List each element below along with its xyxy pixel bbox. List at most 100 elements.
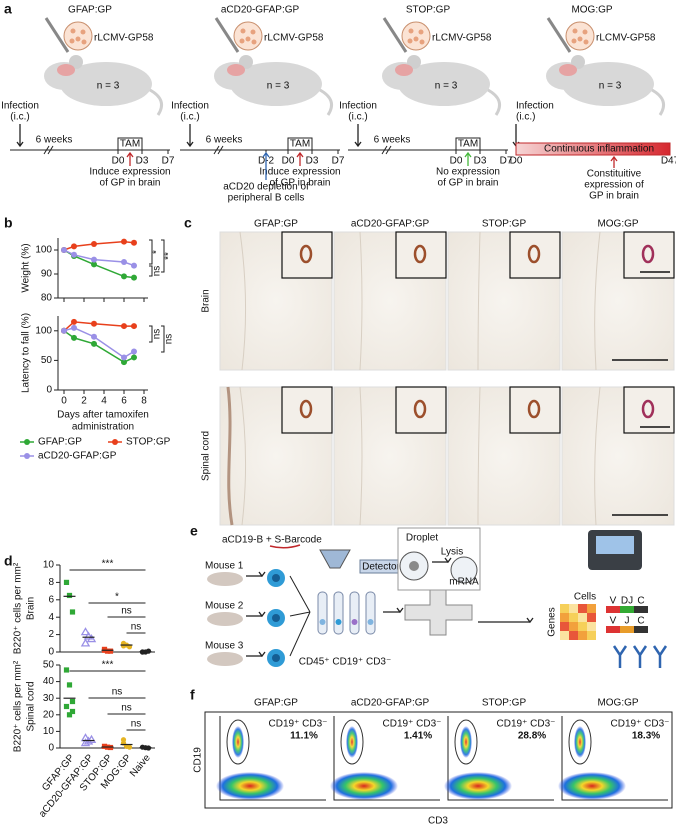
virus-label: rLCMV-GP58 bbox=[596, 33, 656, 44]
heatmap-cell bbox=[587, 631, 596, 640]
sig-label: ns bbox=[131, 622, 142, 633]
heatmap-cell bbox=[587, 622, 596, 631]
x-axis-label: Days after tamoxifen bbox=[57, 410, 149, 421]
sig-label: * bbox=[152, 250, 163, 254]
heatmap-cell bbox=[578, 604, 587, 613]
virion bbox=[407, 38, 413, 44]
density-cloud bbox=[232, 726, 244, 758]
tam-box bbox=[287, 137, 313, 151]
connector bbox=[289, 611, 311, 657]
heatmap-cell bbox=[587, 604, 596, 613]
point bbox=[91, 241, 97, 247]
gate-label: CD19⁺ CD3⁻ bbox=[383, 719, 442, 730]
y-axis-label: B220⁺ cells per mm² bbox=[13, 660, 24, 752]
tube bbox=[333, 591, 344, 635]
day-label: D3 bbox=[474, 156, 487, 167]
y-tick-label: 80 bbox=[41, 293, 53, 304]
point bbox=[91, 333, 97, 340]
y-tick-label: 0 bbox=[48, 743, 54, 754]
gene-segment bbox=[606, 626, 620, 633]
mouse-ear bbox=[239, 55, 253, 69]
note: expression of bbox=[584, 180, 644, 191]
x-tick-label: 0 bbox=[61, 396, 67, 407]
virion bbox=[577, 36, 583, 42]
y-tick-label: 30 bbox=[43, 693, 55, 704]
column-title: STOP:GP bbox=[482, 219, 527, 230]
segment-label: V bbox=[610, 616, 617, 627]
group-title: STOP:GP bbox=[406, 5, 451, 16]
point bbox=[120, 643, 127, 649]
antibody-label: aCD19-B + S-Barcode bbox=[222, 535, 322, 546]
gate-label: CD19⁺ CD3⁻ bbox=[611, 719, 670, 730]
sig-label: *** bbox=[102, 660, 114, 671]
point bbox=[80, 638, 91, 647]
sig-label: ns bbox=[121, 703, 132, 714]
n-label: n = 3 bbox=[267, 81, 290, 92]
flow-axis bbox=[447, 716, 554, 801]
point bbox=[121, 259, 127, 265]
segment-label: C bbox=[637, 616, 644, 627]
group-title: aCD20-GFAP:GP bbox=[221, 5, 300, 16]
infection-label: (i.c.) bbox=[10, 112, 29, 123]
b-cell-nucleus bbox=[272, 654, 280, 662]
tam-box bbox=[117, 137, 143, 151]
flow-xlabel: CD3 bbox=[428, 816, 448, 827]
syringe bbox=[44, 17, 70, 53]
flow-frame bbox=[204, 711, 673, 809]
sig-label: *** bbox=[102, 559, 114, 570]
tissue-edge bbox=[226, 386, 234, 526]
flow-title: MOG:GP bbox=[597, 698, 638, 709]
infection-label: Infection bbox=[1, 101, 39, 112]
arrow-head bbox=[396, 607, 404, 614]
heatmap-cell bbox=[569, 613, 578, 622]
arrow-head bbox=[126, 151, 134, 158]
flow-title: aCD20-GFAP:GP bbox=[351, 698, 430, 709]
flow-axis bbox=[561, 716, 668, 801]
point bbox=[131, 323, 137, 330]
day-label: D0 bbox=[450, 156, 463, 167]
mouse-ear bbox=[69, 55, 83, 69]
row-label: Brain bbox=[201, 289, 212, 312]
arrow-head bbox=[464, 151, 472, 158]
gene-segment bbox=[620, 626, 634, 633]
y-tick-label: 100 bbox=[35, 325, 52, 336]
y-axis-label: Weight (%) bbox=[21, 243, 32, 292]
tube-cell bbox=[335, 619, 342, 625]
heatmap-cell bbox=[578, 622, 587, 631]
heatmap-cell bbox=[560, 631, 569, 640]
x-tick-label: 2 bbox=[81, 396, 87, 407]
antibody-icon bbox=[632, 645, 648, 668]
virion bbox=[75, 36, 81, 42]
flow-title: STOP:GP bbox=[482, 698, 527, 709]
gene-segment bbox=[620, 606, 634, 613]
virion bbox=[250, 29, 256, 35]
note: GP in brain bbox=[589, 191, 639, 202]
stained-cell bbox=[527, 244, 541, 264]
virion bbox=[418, 29, 424, 35]
stained-cell bbox=[299, 399, 313, 419]
group-title: GFAP:GP bbox=[68, 5, 112, 16]
tissue-edge bbox=[594, 386, 601, 526]
sequencer-screen bbox=[596, 536, 634, 554]
series-line bbox=[63, 327, 135, 359]
inset bbox=[281, 231, 333, 279]
legend-marker bbox=[112, 439, 118, 445]
point bbox=[91, 261, 97, 268]
mouse-tail bbox=[651, 88, 666, 116]
weeks-label: 6 weeks bbox=[374, 135, 411, 146]
legend-label: GFAP:GP bbox=[38, 437, 82, 448]
virus bbox=[63, 21, 93, 51]
arrow-head bbox=[186, 141, 194, 148]
flow-ylabel: CD19 bbox=[193, 747, 204, 773]
day-label: D47 bbox=[661, 156, 676, 167]
panel-label: a bbox=[4, 1, 12, 17]
virus-label: rLCMV-GP58 bbox=[264, 33, 324, 44]
tissue-edge bbox=[239, 231, 247, 371]
tam-box bbox=[455, 137, 481, 151]
day-label: D3 bbox=[136, 156, 149, 167]
antibody-icon bbox=[612, 645, 628, 668]
gate bbox=[340, 719, 364, 765]
y-tick-label: 0 bbox=[48, 647, 54, 658]
gate-label: CD19⁺ CD3⁻ bbox=[269, 719, 328, 730]
